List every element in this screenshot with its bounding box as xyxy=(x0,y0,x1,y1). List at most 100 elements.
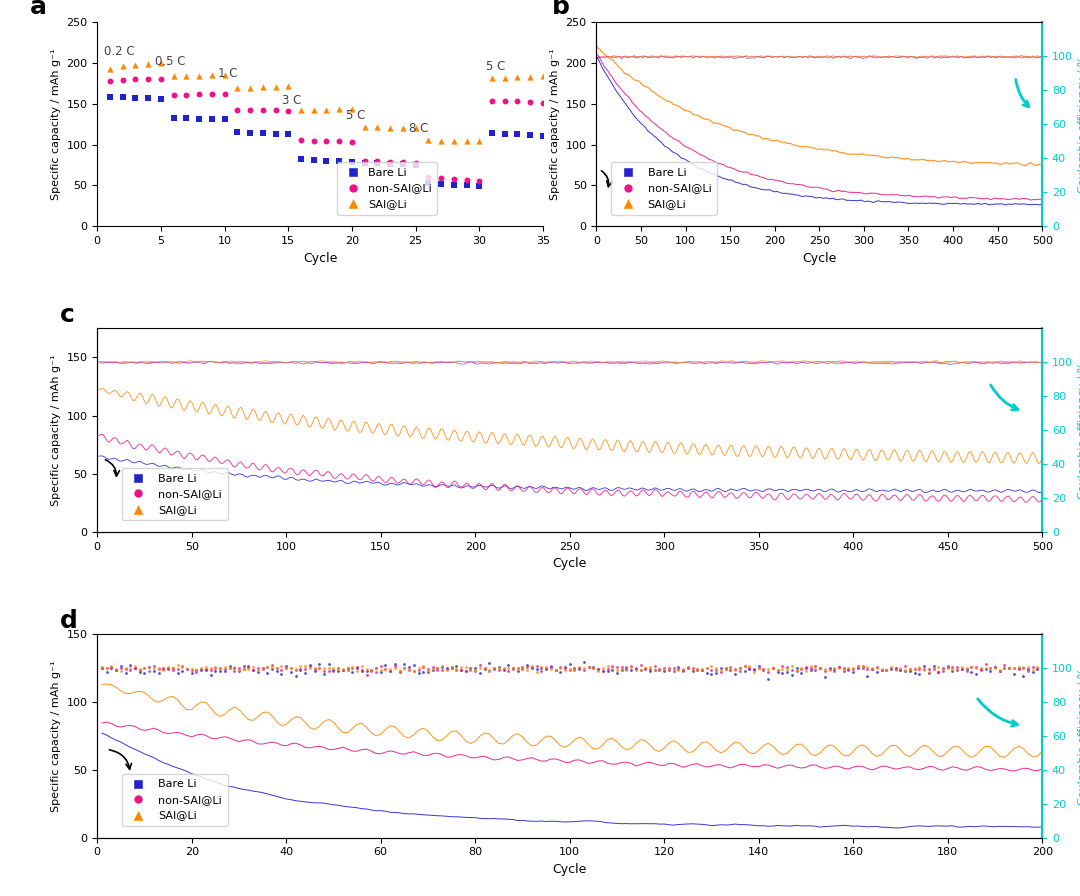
Point xyxy=(854,659,872,674)
Point xyxy=(318,102,335,116)
Point xyxy=(443,659,460,674)
Point xyxy=(779,661,796,676)
Point xyxy=(646,662,663,676)
Point xyxy=(280,79,297,93)
Point xyxy=(112,660,130,675)
Point xyxy=(882,661,900,676)
Point xyxy=(318,134,335,149)
Point xyxy=(198,661,215,676)
Point xyxy=(868,661,886,676)
Point xyxy=(424,661,442,676)
Point xyxy=(622,659,639,673)
Point xyxy=(311,660,328,675)
Point xyxy=(235,659,253,673)
Point xyxy=(335,662,352,676)
Point xyxy=(496,94,513,108)
Point xyxy=(481,664,498,678)
Point xyxy=(896,664,914,678)
Point xyxy=(608,663,625,677)
Point xyxy=(675,663,692,677)
Point xyxy=(259,660,276,675)
Text: 0.2 C: 0.2 C xyxy=(104,45,134,58)
Point xyxy=(717,661,734,676)
Point xyxy=(948,661,966,676)
Point xyxy=(849,659,866,673)
Point xyxy=(873,663,890,677)
Point xyxy=(821,662,838,676)
Point xyxy=(892,663,909,677)
Point xyxy=(1010,660,1027,675)
Point xyxy=(665,664,683,678)
Point xyxy=(184,666,201,680)
Point xyxy=(254,80,271,94)
Point xyxy=(693,663,711,677)
Point xyxy=(329,661,347,676)
Legend: Bare Li, non-SAI@Li, SAI@Li: Bare Li, non-SAI@Li, SAI@Li xyxy=(337,162,437,214)
Point xyxy=(707,666,725,680)
Point xyxy=(1005,660,1023,675)
Point xyxy=(656,661,673,676)
Point xyxy=(759,665,777,679)
Point xyxy=(835,662,852,676)
Y-axis label: Specific capacity / mAh g⁻¹: Specific capacity / mAh g⁻¹ xyxy=(550,48,561,200)
Point xyxy=(174,659,191,674)
Point xyxy=(429,663,446,677)
Point xyxy=(363,664,380,678)
Point xyxy=(292,662,309,676)
Point xyxy=(93,660,110,675)
Point xyxy=(220,661,238,676)
Point xyxy=(845,661,862,676)
Point xyxy=(249,665,267,679)
Point xyxy=(840,662,858,676)
Point xyxy=(977,661,995,676)
Point xyxy=(896,659,914,673)
Point xyxy=(802,659,820,674)
Point xyxy=(202,668,219,682)
Point xyxy=(627,661,645,676)
Point xyxy=(665,660,683,675)
Point xyxy=(811,661,828,676)
Point xyxy=(689,663,706,677)
Point xyxy=(114,73,132,88)
Point xyxy=(401,663,418,677)
Point xyxy=(268,661,285,676)
Point xyxy=(140,660,158,675)
Point xyxy=(594,664,611,678)
Point xyxy=(958,664,975,678)
Point xyxy=(906,666,923,680)
Point xyxy=(229,81,246,95)
Point xyxy=(467,661,484,676)
Point xyxy=(518,658,536,672)
Point xyxy=(154,662,172,676)
Point xyxy=(278,661,295,676)
Point xyxy=(190,87,207,101)
Point xyxy=(727,663,744,677)
Point xyxy=(462,661,480,676)
Point xyxy=(689,663,706,677)
Point xyxy=(339,662,356,676)
Point xyxy=(267,103,284,117)
Point xyxy=(335,663,352,677)
Point xyxy=(1000,660,1017,675)
Point xyxy=(528,662,545,676)
Text: 5 C: 5 C xyxy=(486,60,505,73)
Point xyxy=(962,660,980,675)
Point xyxy=(330,101,348,116)
Point xyxy=(126,91,144,106)
Point xyxy=(343,665,361,679)
Point xyxy=(140,664,158,678)
Point xyxy=(457,664,474,678)
Point xyxy=(840,661,858,676)
Point xyxy=(566,661,583,676)
Point xyxy=(410,663,428,677)
Point xyxy=(356,154,374,168)
Point xyxy=(727,667,744,681)
Point xyxy=(407,156,424,170)
Point xyxy=(916,659,933,674)
Point xyxy=(618,660,635,675)
Point xyxy=(646,663,663,677)
Point xyxy=(174,659,191,673)
Point xyxy=(1020,662,1037,676)
Point xyxy=(765,660,782,675)
Point xyxy=(509,70,526,84)
